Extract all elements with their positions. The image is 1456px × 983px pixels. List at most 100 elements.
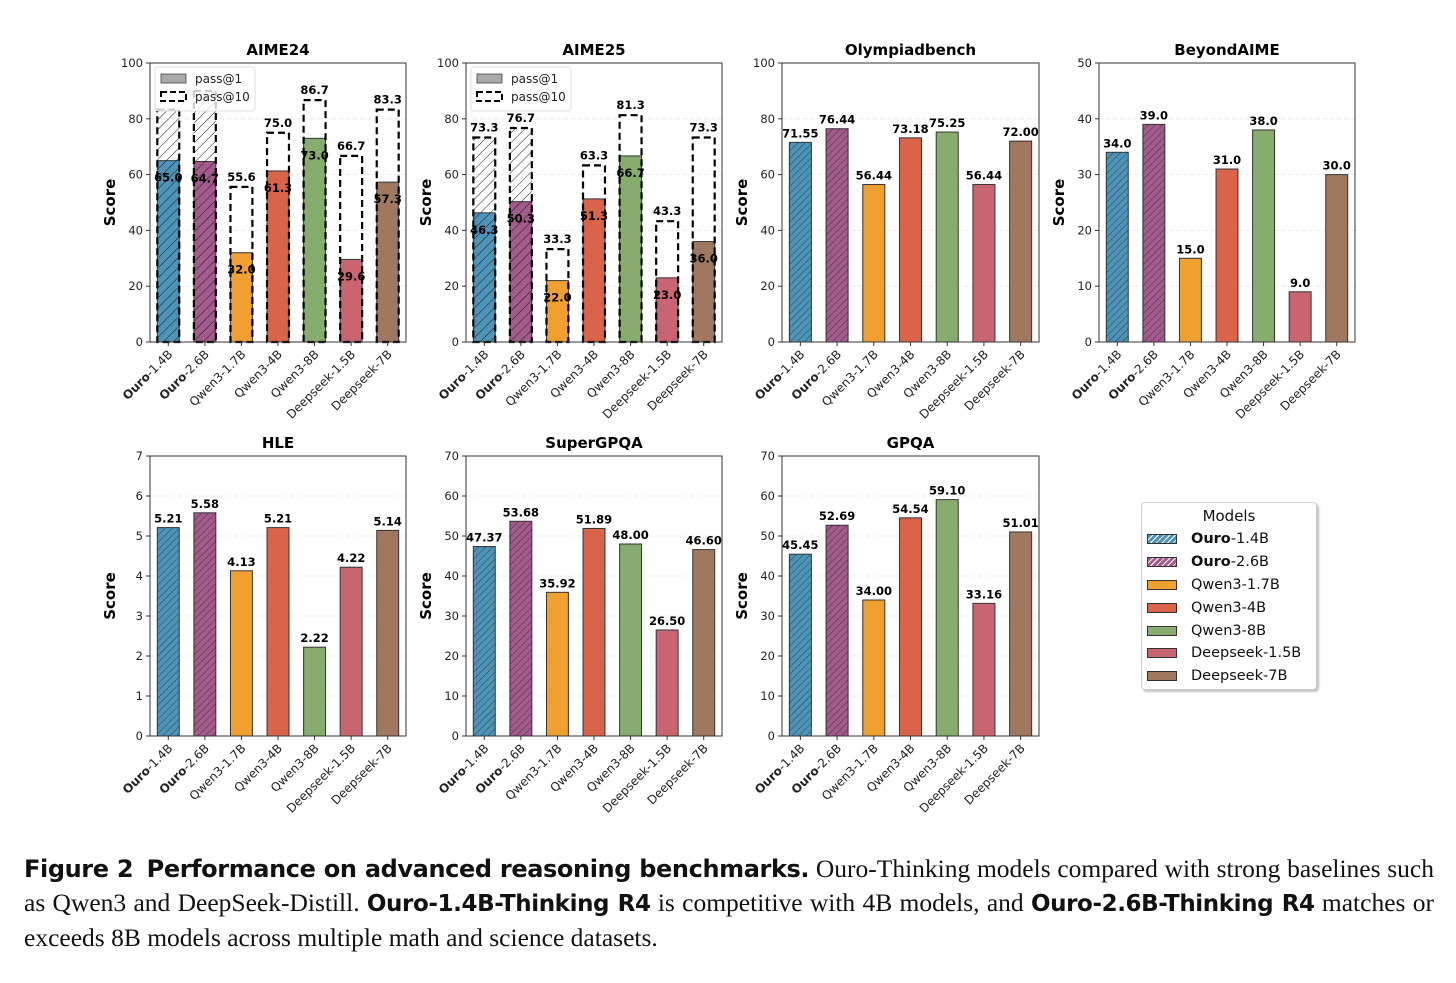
bar-hatch [509, 201, 532, 342]
legend-item-qwen3-1-7b: Qwen3-1.7B [1142, 574, 1316, 597]
label-pass10: 73.3 [470, 120, 498, 134]
value-label: 54.54 [892, 502, 928, 516]
models-legend: Models Ouro-1.4B Ouro-2.6B Qwen3-1.7B Qwen3… [1141, 502, 1317, 690]
label-pass1: 65.0 [154, 171, 182, 185]
value-label: 34.0 [1103, 136, 1131, 150]
y-axis-label: Score [733, 572, 751, 620]
y-axis-label: Score [417, 572, 435, 620]
value-label: 35.92 [539, 576, 575, 590]
bar-deepseek-1-5b [339, 566, 363, 737]
pass10-swatch [476, 91, 503, 102]
value-label: 71.55 [782, 126, 818, 140]
caption-text-3: matches or exceeds 8B models across mult… [24, 888, 1434, 952]
value-label: 26.50 [649, 614, 685, 628]
label-pass1: 36.0 [690, 252, 718, 266]
caption-text-1: Ouro-Thinking models compared with stron… [24, 854, 1435, 917]
x-label-rest: -2.6B [812, 741, 844, 773]
y-axis-label: Score [1050, 179, 1068, 227]
label-pass1: 23.0 [653, 288, 681, 302]
chart-title: SuperGPQA [545, 434, 643, 452]
y-tick-label: 100 [753, 56, 775, 70]
label-pass10: 76.7 [507, 111, 535, 125]
y-tick-label: 30 [444, 609, 459, 623]
x-label-rest: -1.4B [775, 347, 807, 379]
legend-item-ouro-1-4b: Ouro-1.4B [1142, 528, 1316, 551]
y-tick-label: 2 [136, 649, 143, 663]
legend-swatch [1147, 648, 1177, 659]
y-tick-label: 80 [760, 112, 775, 126]
pass10-hatch [509, 128, 532, 202]
value-label: 73.18 [892, 122, 928, 136]
y-tick-label: 20 [128, 279, 143, 293]
bar-qwen3-1-7b [545, 591, 569, 737]
x-label-rest: -2.6B [812, 347, 844, 379]
bar-hatch [826, 525, 849, 736]
label-pass1: 46.3 [470, 223, 498, 237]
y-tick-label: 60 [760, 168, 775, 182]
bar-deepseek-1-5b [972, 184, 996, 343]
y-tick-label: 40 [444, 223, 459, 237]
chart-title: GPQA [887, 434, 935, 452]
y-tick-label: 20 [760, 649, 775, 663]
chart-title: Olympiadbench [845, 41, 976, 59]
bar-qwen3-4b [1215, 168, 1239, 343]
value-label: 38.0 [1249, 114, 1277, 128]
label-pass10: 81.3 [616, 98, 644, 112]
y-tick-label: 30 [1077, 168, 1092, 182]
bar-deepseek-1-5b [1288, 291, 1312, 343]
x-label-rest: -2.6B [496, 741, 528, 773]
y-tick-label: 80 [444, 112, 459, 126]
legend-label: Qwen3-1.7B [1191, 576, 1280, 593]
y-tick-label: 20 [1077, 223, 1092, 237]
value-label: 45.45 [782, 538, 818, 552]
bar-hatch [789, 554, 812, 736]
value-label: 72.00 [1002, 125, 1038, 139]
label-pass1: 50.3 [507, 212, 535, 226]
pass1-swatch [160, 73, 187, 84]
y-tick-label: 20 [444, 649, 459, 663]
value-label: 4.22 [337, 551, 365, 565]
y-tick-label: 0 [768, 729, 775, 743]
value-label: 75.25 [929, 116, 965, 130]
y-tick-label: 0 [452, 729, 459, 743]
chart-title: AIME24 [246, 41, 309, 59]
value-label: 2.22 [300, 631, 328, 645]
label-pass1: 32.0 [227, 263, 255, 277]
pass1-swatch [476, 73, 503, 84]
y-axis-label: Score [101, 572, 119, 620]
label-pass10: 73.3 [690, 120, 718, 134]
y-tick-label: 60 [760, 489, 775, 503]
bar-hatch [157, 160, 180, 342]
y-tick-label: 80 [128, 112, 143, 126]
value-label: 53.68 [503, 505, 539, 519]
y-tick-label: 4 [136, 569, 143, 583]
label-pass1: 66.7 [616, 166, 644, 180]
x-label-rest: -1.4B [775, 741, 807, 773]
y-tick-label: 6 [136, 489, 143, 503]
y-tick-label: 0 [1085, 335, 1092, 349]
label-pass10: 43.3 [653, 204, 681, 218]
bar-qwen3-4b [582, 527, 606, 737]
label-pass1: 22.0 [543, 291, 571, 305]
y-tick-label: 40 [760, 569, 775, 583]
x-label-rest: -2.6B [496, 347, 528, 379]
chart-aime25: 73.3 46.3 76.7 50.3 33.3 22.0 63.3 51.3 81.3 66.7… [417, 41, 723, 422]
bar-deepseek-7b [376, 529, 400, 737]
legend-label: Ouro-1.4B [1191, 531, 1270, 548]
figure-canvas: 65.0 64.7 55.6 32.0 75.0 61.3 86.7 73.0 66.7 29.6… [101, 41, 1356, 816]
bar-hatch [473, 212, 496, 342]
y-tick-label: 60 [444, 168, 459, 182]
y-tick-label: 100 [437, 56, 459, 70]
bar-qwen3-1-7b [1178, 257, 1202, 343]
caption-bold-1: Ouro-1.4B-Thinking R4 [366, 891, 651, 917]
pass10-label: pass@10 [511, 90, 566, 104]
caption-figure-label: Figure 2 [24, 855, 134, 883]
bar-hatch [1142, 124, 1165, 342]
legend-swatch [1147, 579, 1177, 590]
value-label: 34.00 [856, 584, 892, 598]
legend-label: Deepseek-7B [1191, 668, 1288, 685]
bar-deepseek-7b [1009, 140, 1033, 343]
y-tick-label: 1 [136, 689, 143, 703]
